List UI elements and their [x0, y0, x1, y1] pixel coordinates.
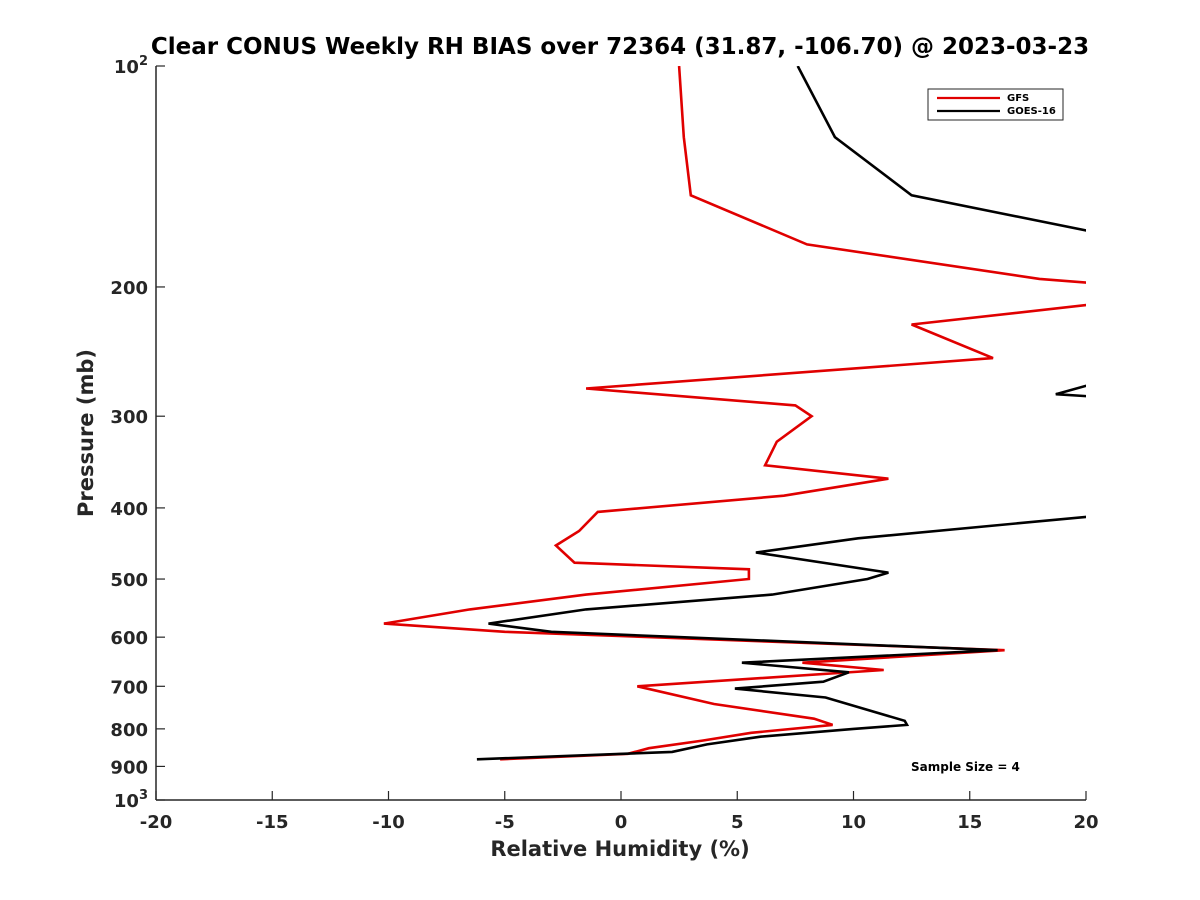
sample-size-annotation: Sample Size = 4 [911, 760, 1020, 774]
y-tick-label: 900 [110, 757, 148, 778]
y-tick-label: 200 [110, 278, 148, 299]
x-tick-label: -20 [140, 812, 173, 833]
series-line-gfs [383, 66, 1086, 761]
x-tick-label: -5 [495, 812, 515, 833]
x-tick-label: 10 [841, 812, 866, 833]
legend: GFS GOES-16 [927, 88, 1064, 121]
series-line-goes16 [476, 66, 1086, 761]
y-tick-label: 102 [114, 54, 148, 78]
y-tick-label: 700 [110, 677, 148, 698]
x-tick-label: 15 [957, 812, 982, 833]
legend-label-goes16: GOES-16 [1007, 106, 1056, 117]
axes [155, 66, 1086, 801]
y-tick-label: 400 [110, 499, 148, 520]
x-tick-label: 20 [1073, 812, 1098, 833]
y-tick-label: 800 [110, 720, 148, 741]
y-tick-label: 300 [110, 407, 148, 428]
x-tick-label: 5 [731, 812, 744, 833]
x-tick-label: -15 [256, 812, 289, 833]
chart-title: Clear CONUS Weekly RH BIAS over 72364 (3… [151, 34, 1089, 60]
series-layer [383, 66, 1086, 761]
x-tick-label: -10 [372, 812, 405, 833]
legend-label-gfs: GFS [1007, 93, 1029, 104]
y-axis-ticks: 102 200 300 400 500 600 700 800 900 103 [110, 54, 165, 812]
y-tick-label: 103 [114, 788, 148, 812]
legend-box [927, 88, 1064, 121]
x-tick-label: 0 [615, 812, 628, 833]
y-tick-label: 500 [110, 570, 148, 591]
y-axis-label: Pressure (mb) [74, 349, 98, 517]
x-axis-label: Relative Humidity (%) [490, 837, 749, 861]
x-axis-ticks: -20 -15 -10 -5 0 5 10 15 20 [140, 791, 1099, 833]
y-tick-label: 600 [110, 628, 148, 649]
